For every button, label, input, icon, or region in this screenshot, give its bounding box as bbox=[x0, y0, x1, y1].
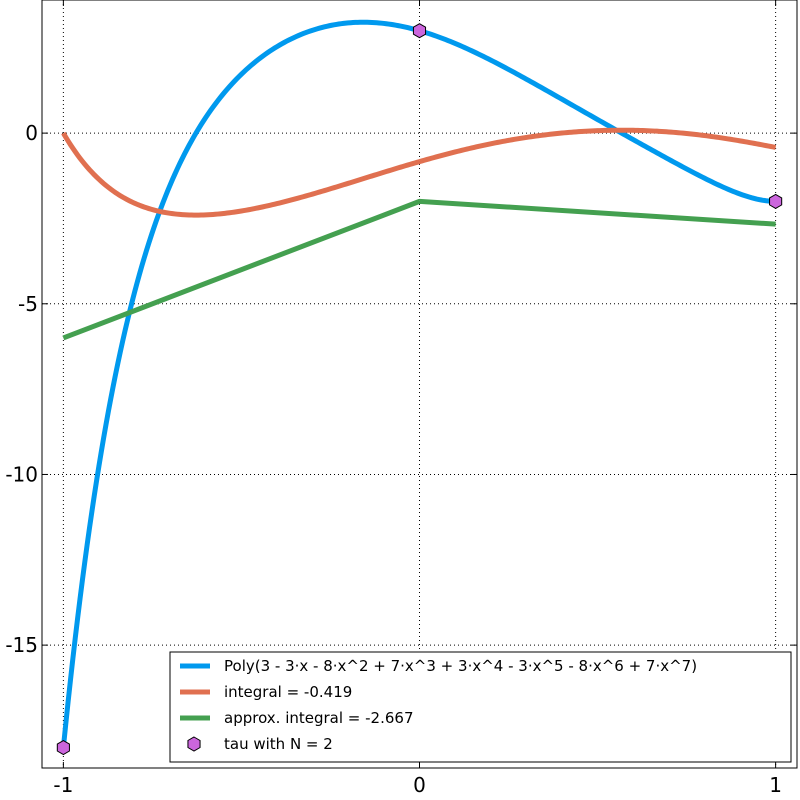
tau-point-marker bbox=[770, 194, 782, 208]
y-tick-label: -15 bbox=[5, 633, 38, 657]
x-tick-label: 1 bbox=[769, 773, 782, 797]
legend-marker bbox=[188, 737, 200, 751]
tau-point-marker bbox=[57, 741, 69, 755]
legend-label: Poly(3 - 3·x - 8·x^2 + 7·x^3 + 3·x^4 - 3… bbox=[224, 657, 697, 675]
y-tick-label: 0 bbox=[25, 121, 38, 145]
legend-label: approx. integral = -2.667 bbox=[224, 709, 414, 727]
legend: Poly(3 - 3·x - 8·x^2 + 7·x^3 + 3·x^4 - 3… bbox=[170, 652, 791, 762]
series-approx-integral-line bbox=[63, 201, 775, 338]
y-tick-label: -5 bbox=[18, 292, 38, 316]
x-tick-label: 0 bbox=[413, 773, 426, 797]
tau-point-marker bbox=[413, 24, 425, 38]
x-tick-label: -1 bbox=[53, 773, 73, 797]
y-tick-label: -10 bbox=[5, 462, 38, 486]
legend-label: integral = -0.419 bbox=[224, 683, 352, 701]
legend-label: tau with N = 2 bbox=[224, 735, 333, 753]
